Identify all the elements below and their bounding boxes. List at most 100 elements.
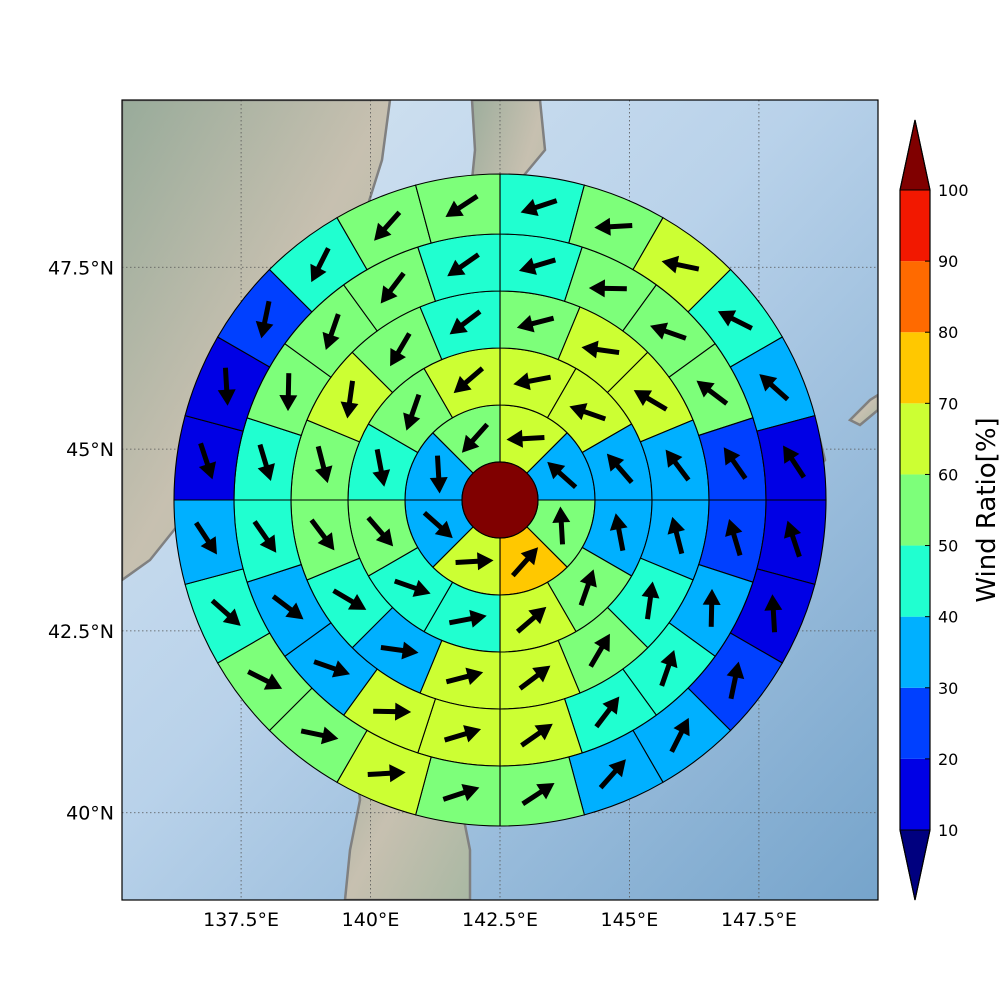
wind-arrow — [726, 661, 745, 700]
wind-arrow — [606, 453, 634, 485]
wind-arrow — [442, 783, 480, 802]
wind-arrow — [669, 717, 690, 753]
wind-arrow — [445, 194, 479, 217]
wind-arrow — [447, 252, 480, 277]
wind-arrow — [521, 783, 555, 806]
colorbar-segment — [900, 545, 930, 617]
wind-arrow — [552, 506, 571, 545]
wind-arrow — [513, 372, 552, 391]
wind-arrow — [725, 518, 743, 557]
wind-arrow — [315, 445, 333, 484]
latitude-tick-label: 47.5°N — [48, 257, 114, 279]
wind-arrow — [443, 725, 482, 743]
colorbar-tick-label: 50 — [938, 537, 958, 556]
wind-arrow — [594, 217, 633, 236]
colorbar-tick-label: 30 — [938, 679, 958, 698]
wind-arrow — [300, 726, 339, 745]
colorbar-segment — [900, 758, 930, 830]
wind-arrow — [588, 279, 627, 298]
colorbar-tick-label: 80 — [938, 323, 958, 342]
wind-ratio-sectors — [173, 173, 827, 827]
center-disk — [461, 461, 539, 539]
map-frame — [121, 99, 879, 901]
wind-arrow — [453, 366, 485, 394]
wind-arrow — [516, 315, 555, 333]
colorbar-segment — [900, 261, 930, 333]
wind-arrow — [322, 313, 341, 351]
wind-arrow — [313, 659, 351, 678]
wind-arrow — [581, 340, 620, 359]
wind-arrow — [661, 255, 700, 274]
latitude-tick-label: 40°N — [66, 803, 114, 825]
wind-arrow — [461, 422, 490, 453]
longitude-tick-label: 145°E — [601, 909, 659, 931]
latitude-tick-label: 45°N — [66, 439, 114, 461]
wind-arrow — [279, 373, 298, 412]
wind-arrow — [252, 520, 277, 553]
colorbar: 10 20 30 40 50 60 70 80 90 100 Wind Ratio[%] — [899, 119, 1000, 901]
colorbar-tick-label: 70 — [938, 394, 958, 413]
colorbar-segment — [900, 190, 930, 262]
wind-arrow — [665, 449, 691, 482]
longitude-tick-label: 137.5°E — [203, 909, 279, 931]
colorbar-over-triangle — [899, 119, 931, 191]
wind-arrow — [520, 198, 558, 217]
colorbar-tick-label: 90 — [938, 252, 958, 271]
wind-arrow — [210, 598, 241, 626]
wind-arrow — [702, 588, 721, 627]
wind-arrow — [332, 588, 367, 610]
wind-arrow — [271, 594, 304, 620]
longitude-tick-label: 140°E — [342, 909, 400, 931]
kuril-islands — [847, 393, 878, 427]
wind-arrow — [198, 442, 217, 480]
wind-arrow — [403, 393, 422, 431]
wind-arrow — [372, 448, 391, 487]
wind-direction-arrows — [194, 194, 806, 806]
wind-arrow — [598, 759, 626, 790]
latitude-tick-label: 42.5°N — [48, 621, 114, 643]
wind-arrow — [449, 309, 482, 335]
wind-arrow — [380, 271, 406, 304]
wind-arrow — [783, 520, 802, 558]
colorbar-label: Wind Ratio[%] — [972, 417, 1000, 602]
wind-arrow — [641, 581, 660, 620]
colorbar-tick-label: 40 — [938, 608, 958, 627]
wind-arrow — [633, 390, 668, 412]
wind-arrow — [445, 667, 484, 685]
wind-arrow — [518, 665, 551, 691]
wind-arrow — [594, 696, 620, 729]
wind-arrow — [717, 310, 753, 331]
longitude-tick-labels: 137.5°E 140°E 142.5°E 145°E 147.5°E — [203, 909, 797, 931]
wind-arrow — [390, 332, 412, 367]
wind-arrow — [448, 609, 487, 628]
colorbar-segment — [900, 616, 930, 688]
wind-arrow — [723, 447, 748, 480]
colorbar-tick-label: 100 — [938, 181, 969, 200]
wind-arrow — [667, 516, 685, 555]
wind-arrow — [374, 210, 402, 241]
wind-arrow — [609, 513, 628, 552]
wind-arrow — [588, 633, 610, 668]
wind-arrow — [515, 606, 547, 634]
colorbar-segment — [900, 474, 930, 546]
wind-arrow — [518, 257, 557, 275]
wind-arrow — [578, 569, 597, 607]
wind-arrow — [340, 380, 359, 419]
wind-arrow — [309, 518, 335, 551]
wind-arrow — [194, 521, 217, 555]
wind-arrow — [310, 247, 331, 283]
colorbar-tick-label: 60 — [938, 465, 958, 484]
wind-arrow — [569, 403, 607, 422]
colorbar-segment — [900, 403, 930, 475]
wind-arrow — [520, 723, 553, 748]
wind-arrow — [380, 641, 419, 660]
colorbar-segment — [900, 687, 930, 759]
wind-arrow — [547, 461, 578, 490]
map-panel — [121, 99, 879, 901]
wind-arrow — [764, 594, 783, 633]
wind-arrow — [510, 547, 539, 578]
wind-arrow — [429, 455, 448, 494]
colorbar-segment — [900, 332, 930, 404]
wind-arrow — [783, 445, 806, 479]
